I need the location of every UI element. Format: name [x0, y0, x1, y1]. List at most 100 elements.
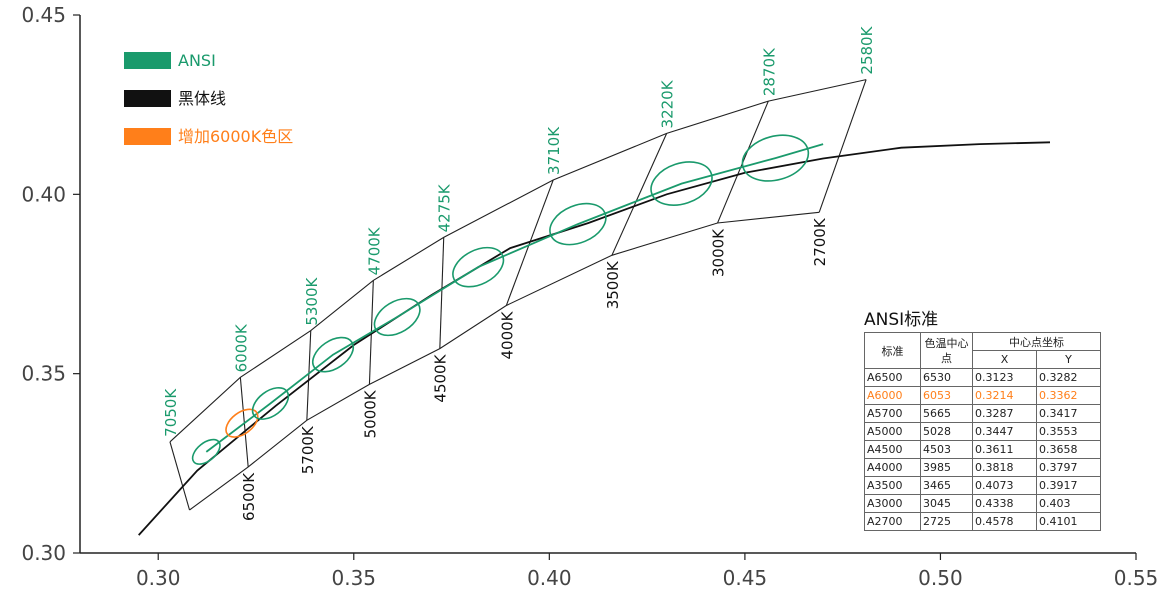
- table-row: A4000 3985 0.3818 0.3797: [864, 458, 1101, 477]
- cct-label-top: 4700K: [365, 226, 383, 275]
- ansi-standard-table: ANSI标准 标准 色温中心点 中心点坐标 X Y A6500 6530 0.312…: [864, 308, 1102, 531]
- header-x: X: [972, 350, 1037, 369]
- macadam-ellipse: [251, 386, 290, 420]
- macadam-ellipse: [225, 408, 259, 438]
- cct-boundary-line: [306, 330, 312, 421]
- axes: 0.30 0.35 0.40 0.45 0.50 0.55 0.30 0.35 0.40 0.45: [21, 3, 1158, 590]
- macadam-ellipse: [373, 297, 421, 337]
- x-tick-label: 0.35: [332, 566, 377, 590]
- table-row: A6500 6530 0.3123 0.3282: [864, 368, 1101, 387]
- cct-label-top: 7050K: [162, 388, 180, 437]
- ansi-ellipses: [191, 134, 810, 465]
- legend-label: 黑体线: [178, 89, 226, 108]
- cell-bin: A3500: [864, 476, 921, 495]
- macadam-ellipse: [452, 246, 505, 288]
- macadam-ellipse: [311, 336, 355, 373]
- y-tick-label: 0.45: [21, 3, 66, 27]
- blackbody-curve: [138, 141, 1051, 536]
- table-row: A3000 3045 0.4338 0.403: [864, 494, 1101, 513]
- y-tick-label: 0.40: [21, 182, 66, 206]
- cell-bin: A4000: [864, 458, 921, 477]
- cell-cct: 5665: [920, 404, 973, 423]
- cct-label-bottom: 3500K: [604, 260, 622, 309]
- cct-label-top: 5300K: [303, 276, 321, 325]
- legend-swatch: [124, 52, 171, 69]
- cct-label-top: 4275K: [436, 183, 454, 232]
- legend-swatch: [124, 90, 171, 107]
- header-standard: 标准: [864, 332, 921, 369]
- cell-x: 0.3818: [972, 458, 1037, 477]
- cell-y: 0.3362: [1036, 386, 1101, 405]
- cell-bin: A6000: [864, 386, 921, 405]
- cell-y: 0.3797: [1036, 458, 1101, 477]
- table-row: A5700 5665 0.3287 0.3417: [864, 404, 1101, 423]
- cell-y: 0.3917: [1036, 476, 1101, 495]
- ansi-center-curve: [205, 143, 824, 453]
- legend-label: 增加6000K色区: [178, 127, 293, 146]
- cell-x: 0.3611: [972, 440, 1037, 459]
- cct-label-bottom: 6500K: [240, 472, 258, 521]
- cell-cct: 4503: [920, 440, 973, 459]
- header-cct-center: 色温中心点: [920, 332, 973, 369]
- cell-cct: 6530: [920, 368, 973, 387]
- x-tick-label: 0.40: [527, 566, 572, 590]
- legend-swatch: [124, 128, 171, 145]
- cell-x: 0.3214: [972, 386, 1037, 405]
- cct-boundary-line: [239, 377, 249, 467]
- band-lower-edge: [189, 211, 820, 511]
- cell-x: 0.4338: [972, 494, 1037, 513]
- table-body: A6500 6530 0.3123 0.3282 A6000 6053 0.3214 0.33…: [864, 368, 1101, 531]
- curves: [138, 141, 1051, 536]
- table-row: A5000 5028 0.3447 0.3553: [864, 422, 1101, 441]
- table-header-row: 标准 色温中心点 中心点坐标: [864, 332, 1101, 369]
- legend-label: ANSI: [178, 51, 216, 70]
- x-tick-label: 0.30: [136, 566, 181, 590]
- macadam-ellipse: [549, 202, 607, 246]
- cell-bin: A6500: [864, 368, 921, 387]
- cct-label-bottom: 5000K: [361, 389, 379, 438]
- cct-label-bottom: 4000K: [498, 310, 516, 359]
- table-row: A6000 6053 0.3214 0.3362: [864, 386, 1101, 405]
- cell-bin: A5000: [864, 422, 921, 441]
- cct-labels: 7050K 6000K 5300K 4700K 4275K 3710K 3220K 2870K…: [162, 25, 876, 521]
- cell-bin: A4500: [864, 440, 921, 459]
- header-center-coords: 中心点坐标: [972, 332, 1101, 351]
- cell-y: 0.4101: [1036, 512, 1101, 531]
- cct-label-bottom: 5700K: [299, 425, 317, 474]
- macadam-ellipse: [650, 161, 713, 206]
- cell-bin: A3000: [864, 494, 921, 513]
- ansi-table-grid: 标准 色温中心点 中心点坐标 X Y A6500 6530 0.3123 0.3282…: [864, 332, 1101, 531]
- table-row: A4500 4503 0.3611 0.3658: [864, 440, 1101, 459]
- cell-x: 0.3123: [972, 368, 1037, 387]
- table-row: A2700 2725 0.4578 0.4101: [864, 512, 1101, 531]
- cell-cct: 3045: [920, 494, 973, 513]
- cct-label-top: 2580K: [858, 25, 876, 74]
- cell-x: 0.3287: [972, 404, 1037, 423]
- x-tick-label: 0.50: [918, 566, 963, 590]
- cell-y: 0.3658: [1036, 440, 1101, 459]
- y-tick-label: 0.30: [21, 541, 66, 565]
- cell-bin: A2700: [864, 512, 921, 531]
- cell-y: 0.403: [1036, 494, 1101, 513]
- x-tick-label: 0.45: [723, 566, 768, 590]
- cell-bin: A5700: [864, 404, 921, 423]
- cell-y: 0.3417: [1036, 404, 1101, 423]
- header-y: Y: [1036, 350, 1101, 369]
- cell-cct: 3465: [920, 476, 973, 495]
- cct-label-bottom: 3000K: [710, 228, 728, 277]
- macadam-ellipse: [741, 134, 810, 182]
- cct-label-top: 2870K: [760, 47, 778, 96]
- cell-x: 0.4073: [972, 476, 1037, 495]
- macadam-ellipse: [191, 438, 221, 465]
- cell-cct: 5028: [920, 422, 973, 441]
- cct-boundary-line: [439, 237, 445, 349]
- table-row: A3500 3465 0.4073 0.3917: [864, 476, 1101, 495]
- table-title: ANSI标准: [864, 310, 939, 330]
- cell-cct: 6053: [920, 386, 973, 405]
- cell-x: 0.4578: [972, 512, 1037, 531]
- cct-boundary-line: [611, 133, 668, 256]
- cell-y: 0.3553: [1036, 422, 1101, 441]
- cell-x: 0.3447: [972, 422, 1037, 441]
